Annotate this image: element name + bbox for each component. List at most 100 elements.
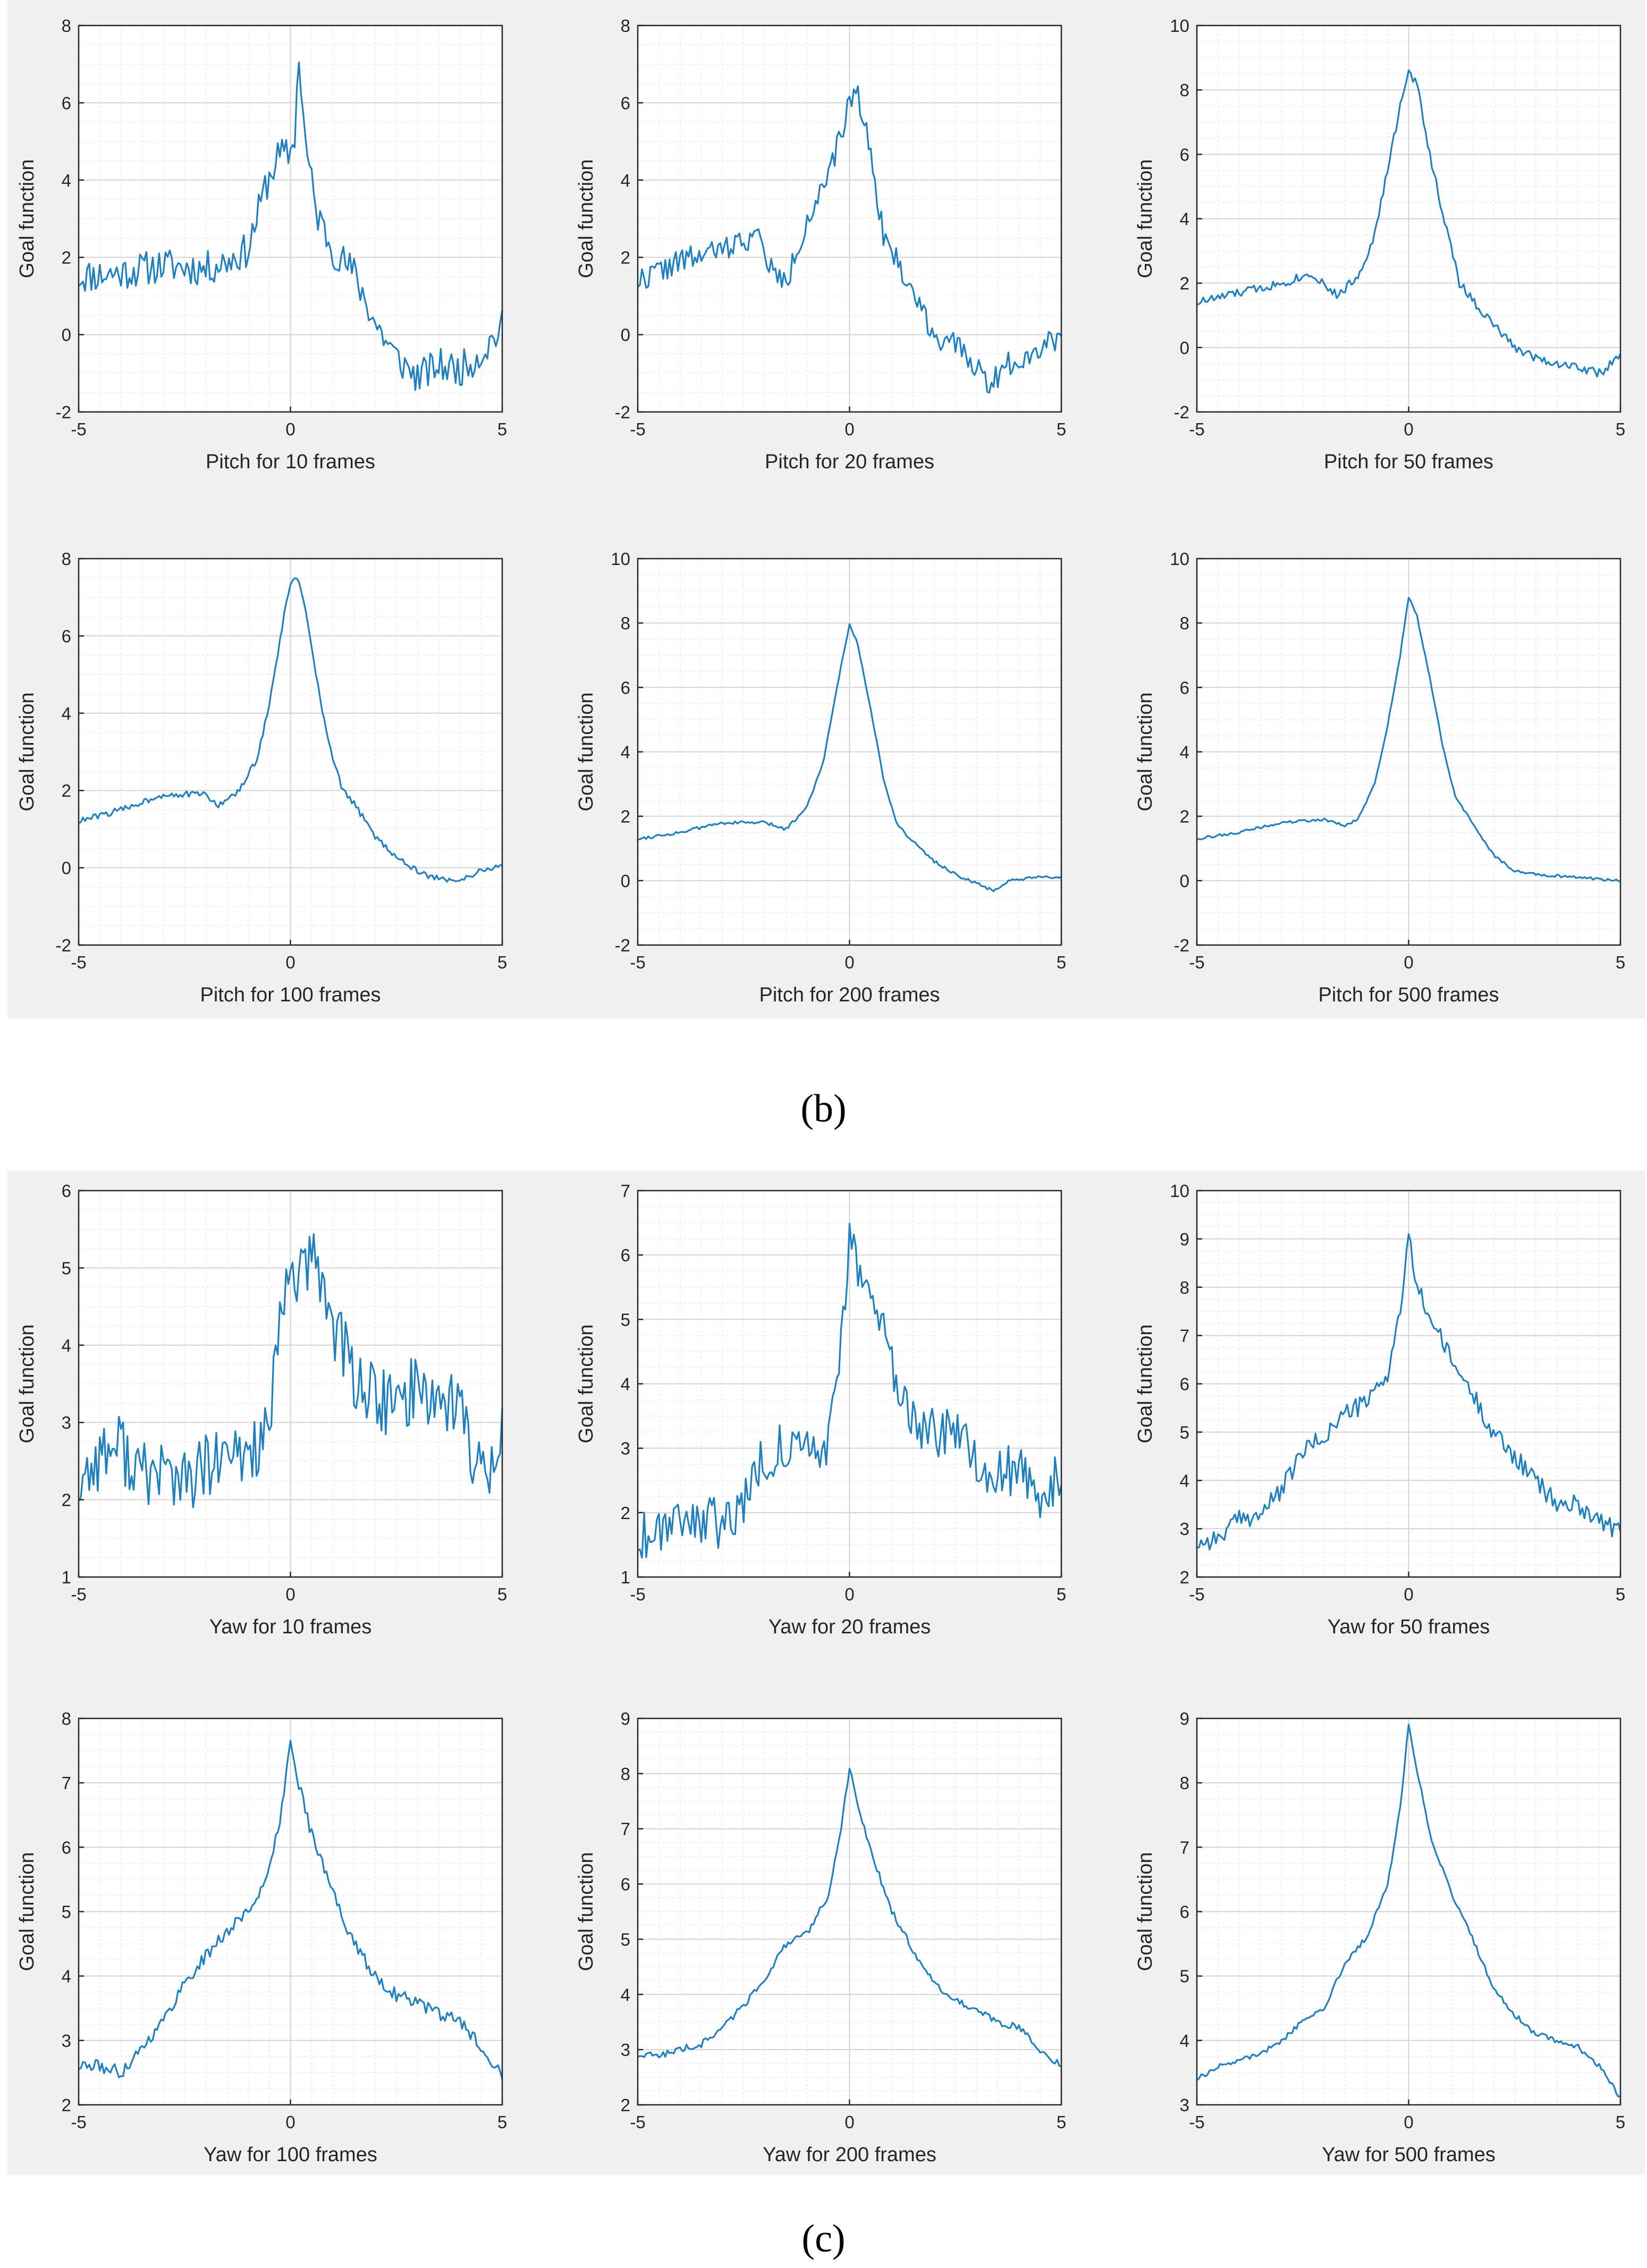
x-axis-label: Pitch for 50 frames [1324, 451, 1493, 473]
y-tick-label: 4 [62, 1336, 71, 1355]
y-tick-label: 4 [1180, 1471, 1189, 1490]
y-tick-label: 6 [621, 93, 630, 113]
x-tick-label: 0 [285, 419, 295, 439]
figure-label-b: (b) [800, 1087, 847, 1131]
y-tick-label: 2 [621, 2095, 630, 2115]
x-tick-label: 0 [1404, 1584, 1413, 1604]
y-tick-label: 5 [621, 1310, 630, 1329]
x-tick-label: 5 [1616, 419, 1625, 439]
y-tick-label: 0 [621, 325, 630, 345]
y-tick-label: 8 [621, 16, 630, 36]
x-tick-label: 0 [844, 1584, 854, 1604]
y-tick-label: 2 [62, 1490, 71, 1510]
y-tick-label: 4 [621, 743, 630, 762]
y-tick-label: 8 [621, 613, 630, 633]
y-tick-label: 6 [1180, 145, 1189, 164]
series-line [1196, 69, 1621, 378]
y-tick-label: 7 [62, 1773, 71, 1793]
chart-8: -5 0 5 1 2 3 4 5 6 7 Yaw for 20 frames Goal functio… [575, 1181, 1066, 1638]
y-tick-label: 3 [621, 2040, 630, 2060]
x-axis-label: Pitch for 10 frames [206, 451, 375, 473]
y-tick-label: 3 [1180, 1519, 1189, 1539]
y-axis-label: Goal function [16, 693, 38, 812]
x-tick-label: 0 [1404, 419, 1413, 439]
y-tick-label: 1 [621, 1567, 630, 1587]
y-tick-label: 4 [621, 1375, 630, 1394]
x-axis-label: Yaw for 500 frames [1322, 2144, 1496, 2166]
y-tick-label: 9 [1180, 1709, 1189, 1729]
series-line [637, 85, 1062, 394]
y-tick-label: 8 [621, 1764, 630, 1784]
y-tick-label: 6 [1180, 678, 1189, 697]
figure-label-c: (c) [801, 2217, 846, 2261]
y-tick-label: 7 [1180, 1326, 1189, 1346]
y-axis-label: Goal function [575, 1325, 597, 1444]
y-tick-label: 4 [621, 171, 630, 190]
x-tick-label: -5 [1189, 952, 1204, 972]
y-tick-label: 2 [62, 781, 71, 800]
chart-5: -5 0 5 -2 0 2 4 6 8 10 Pitch for 200 frames Goal fu… [575, 549, 1066, 1006]
y-tick-label: -2 [615, 935, 630, 955]
x-tick-label: 0 [285, 952, 295, 972]
y-tick-label: 9 [621, 1709, 630, 1729]
y-tick-label: 2 [621, 807, 630, 827]
x-axis-label: Pitch for 20 frames [765, 451, 934, 473]
y-tick-label: 0 [621, 871, 630, 891]
y-tick-label: 6 [1180, 1902, 1189, 1922]
y-tick-label: -2 [1174, 935, 1189, 955]
y-axis-label: Goal function [16, 1852, 38, 1971]
x-axis-label: Yaw for 100 frames [204, 2144, 377, 2166]
y-tick-label: 5 [621, 1929, 630, 1949]
y-tick-label: 1 [62, 1567, 71, 1587]
chart-2: -5 0 5 -2 0 2 4 6 8 Pitch for 20 frames Goal funct… [575, 16, 1066, 473]
y-tick-label: -2 [1174, 402, 1189, 422]
x-axis-label: Pitch for 100 frames [200, 984, 381, 1006]
y-axis-label: Goal function [575, 159, 597, 279]
y-tick-label: 6 [621, 678, 630, 697]
x-tick-label: 0 [285, 1584, 295, 1604]
x-tick-label: -5 [71, 952, 86, 972]
y-tick-label: 10 [611, 549, 630, 569]
y-tick-label: 4 [621, 1985, 630, 2004]
y-tick-label: 0 [62, 858, 71, 878]
x-axis-label: Yaw for 200 frames [763, 2144, 936, 2166]
y-tick-label: 10 [1170, 1181, 1189, 1201]
x-tick-label: 5 [1616, 1584, 1625, 1604]
x-tick-label: 0 [844, 2112, 854, 2132]
y-axis-label: Goal function [1134, 159, 1156, 279]
y-tick-label: 7 [621, 1819, 630, 1839]
y-tick-label: 6 [62, 93, 71, 113]
x-tick-label: -5 [630, 1584, 645, 1604]
y-tick-label: -2 [56, 402, 71, 422]
chart-10: -5 0 5 2 3 4 5 6 7 8 Yaw for 100 frames Goal functi… [16, 1709, 507, 2166]
y-tick-label: 6 [62, 626, 71, 646]
series-line [78, 61, 503, 391]
x-tick-label: 0 [1404, 952, 1413, 972]
y-tick-label: 3 [62, 2031, 71, 2051]
y-tick-label: 8 [1180, 80, 1189, 100]
y-axis-label: Goal function [16, 159, 38, 279]
x-tick-label: -5 [1189, 419, 1204, 439]
y-tick-label: 5 [1180, 1422, 1189, 1442]
y-tick-label: 2 [621, 1503, 630, 1523]
x-tick-label: 0 [844, 952, 854, 972]
x-axis-label: Yaw for 50 frames [1328, 1616, 1490, 1638]
series-line [1196, 1724, 1621, 2098]
y-tick-label: 8 [1180, 1773, 1189, 1793]
x-tick-label: 5 [497, 2112, 507, 2132]
y-tick-label: 0 [1180, 338, 1189, 358]
x-tick-label: -5 [71, 419, 86, 439]
y-tick-label: 6 [62, 1181, 71, 1201]
y-tick-label: 4 [62, 171, 71, 190]
y-axis-label: Goal function [575, 693, 597, 812]
y-tick-label: 4 [62, 704, 71, 723]
series-line [78, 1233, 503, 1508]
chart-9: -5 0 5 2 3 4 5 6 7 8 9 10 Yaw for 50 frames Goal func… [1134, 1181, 1625, 1638]
y-tick-label: 8 [62, 1709, 71, 1729]
x-tick-label: -5 [71, 2112, 86, 2132]
y-tick-label: -2 [615, 402, 630, 422]
y-tick-label: 4 [62, 1967, 71, 1986]
x-tick-label: 0 [1404, 2112, 1413, 2132]
chart-6: -5 0 5 -2 0 2 4 6 8 10 Pitch for 500 frames Goal fu… [1134, 549, 1625, 1006]
x-axis-label: Pitch for 500 frames [1318, 984, 1499, 1006]
